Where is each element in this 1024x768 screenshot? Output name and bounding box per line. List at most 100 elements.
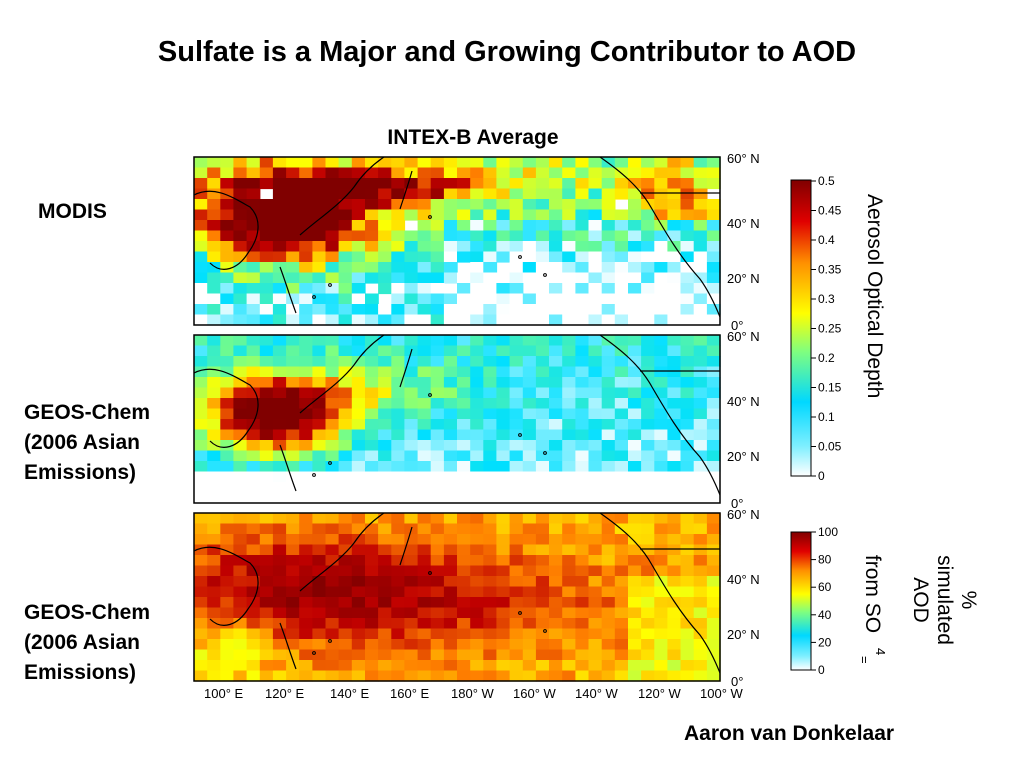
map-cell — [404, 607, 419, 619]
map-cell — [588, 492, 603, 504]
map-cell — [588, 188, 603, 200]
map-cell — [220, 314, 235, 326]
colorbar-tick-label: 0.4 — [818, 233, 835, 247]
map-cell — [246, 492, 261, 504]
map-cell — [391, 597, 406, 609]
map-cell — [575, 366, 590, 378]
map-cell — [535, 471, 550, 483]
map-cell — [522, 555, 537, 567]
island — [328, 461, 332, 465]
map-cell — [259, 618, 274, 630]
map-cell — [614, 283, 629, 295]
map-cell — [220, 178, 235, 190]
map-cell — [522, 523, 537, 535]
map-cell — [194, 461, 208, 473]
map-cell — [220, 272, 235, 284]
map-cell — [549, 492, 563, 504]
map-cell — [522, 670, 537, 682]
map-cell — [641, 304, 655, 316]
map-cell — [457, 618, 471, 630]
map-cell — [417, 251, 432, 263]
map-cell — [457, 356, 471, 368]
map-cell — [601, 209, 616, 221]
map-cell — [443, 586, 458, 598]
map-cell — [470, 419, 484, 431]
map-cell — [522, 618, 537, 630]
map-cell — [667, 167, 682, 179]
map-cell — [404, 377, 419, 389]
map-cell — [483, 429, 498, 441]
map-cell — [207, 167, 221, 179]
map-cell — [417, 565, 432, 577]
map-cell — [312, 576, 327, 588]
map-cell — [509, 304, 524, 316]
map-cell — [535, 188, 550, 200]
map-cell — [207, 345, 221, 357]
map-cell — [194, 199, 208, 211]
map-cell — [562, 356, 576, 368]
map-cell — [207, 471, 221, 483]
map-cell — [443, 408, 458, 420]
map-panel-geos-chem-aod — [193, 334, 721, 504]
map-cell — [404, 450, 419, 462]
map-cell — [365, 220, 379, 232]
map-cell — [509, 262, 524, 274]
map-cell — [641, 429, 655, 441]
map-cell — [194, 576, 208, 588]
map-cell — [628, 356, 642, 368]
map-cell — [575, 283, 590, 295]
map-cell — [483, 440, 498, 452]
lon-label: 100° E — [204, 686, 244, 701]
map-cell — [470, 377, 484, 389]
map-cell — [272, 429, 287, 441]
map-cell — [299, 188, 313, 200]
map-cell — [378, 586, 392, 598]
map-cell — [562, 167, 576, 179]
map-cell — [457, 408, 471, 420]
map-cell — [443, 618, 458, 630]
map-cell — [259, 628, 274, 640]
map-cell — [286, 209, 300, 221]
map-cell — [588, 387, 603, 399]
map-cell — [391, 366, 406, 378]
map-cell — [496, 188, 511, 200]
map-cell — [483, 199, 498, 211]
map-cell — [641, 209, 655, 221]
map-cell — [443, 576, 458, 588]
map-cell — [522, 167, 537, 179]
map-cell — [259, 335, 274, 347]
map-cell — [588, 440, 603, 452]
map-cell — [299, 534, 313, 546]
map-cell — [378, 283, 392, 295]
map-cell — [457, 628, 471, 640]
map-cell — [641, 178, 655, 190]
map-cell — [601, 230, 616, 242]
map-cell — [628, 440, 642, 452]
map-cell — [628, 628, 642, 640]
map-cell — [680, 660, 695, 672]
map-cell — [365, 471, 379, 483]
colorbar-title-subscript: 4 — [873, 648, 888, 655]
map-cell — [430, 293, 445, 305]
map-cell — [601, 188, 616, 200]
map-cell — [338, 262, 353, 274]
map-cell — [509, 220, 524, 232]
map-cell — [470, 230, 484, 242]
map-cell — [246, 471, 261, 483]
map-cell — [522, 419, 537, 431]
map-cell — [628, 576, 642, 588]
map-cell — [496, 450, 511, 462]
map-cell — [325, 293, 340, 305]
map-cell — [641, 366, 655, 378]
map-cell — [667, 513, 682, 525]
map-cell — [325, 408, 340, 420]
map-cell — [338, 366, 353, 378]
map-cell — [483, 335, 498, 347]
map-cell — [693, 670, 708, 682]
map-cell — [391, 356, 406, 368]
map-cell — [286, 440, 300, 452]
map-cell — [312, 366, 327, 378]
map-cell — [535, 534, 550, 546]
map-cell — [575, 167, 590, 179]
map-cell — [430, 482, 445, 494]
